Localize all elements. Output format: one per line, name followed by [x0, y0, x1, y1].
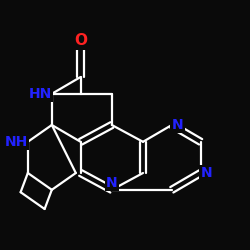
Text: N: N	[172, 118, 183, 132]
Text: HN: HN	[28, 87, 52, 101]
Text: N: N	[106, 176, 118, 190]
Text: N: N	[200, 166, 212, 180]
Text: NH: NH	[4, 135, 28, 149]
Text: N: N	[172, 118, 183, 132]
Text: N: N	[106, 176, 118, 190]
Text: N: N	[200, 166, 212, 180]
Text: NH: NH	[4, 135, 28, 149]
Text: HN: HN	[28, 87, 52, 101]
Text: O: O	[74, 33, 87, 48]
Text: O: O	[74, 33, 87, 48]
